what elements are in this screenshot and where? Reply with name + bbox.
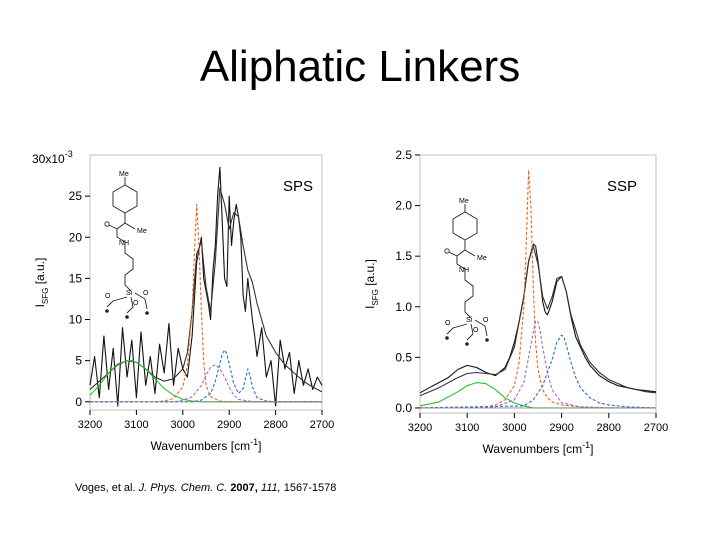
x-axis-label-sup: -1	[250, 437, 258, 447]
x-axis-label-main: Wavenumbers [cm	[151, 439, 251, 453]
x-tick-label: 2900	[217, 419, 241, 431]
methyl2-bond	[124, 222, 136, 230]
series-fit-5	[90, 349, 322, 403]
substrate-atom	[105, 309, 109, 313]
oxy-bond-2	[466, 323, 474, 341]
x-axis-label-sup: -1	[582, 440, 590, 450]
citation-authors: Voges, et al.	[75, 482, 136, 494]
chain-bond	[456, 240, 474, 319]
citation: Voges, et al. J. Phys. Chem. C. 2007, 11…	[75, 482, 336, 494]
y-axis-label: ISFG [a.u.]	[363, 259, 380, 309]
y-tick-label: 0	[75, 395, 82, 409]
x-tick-label: 2700	[310, 419, 334, 431]
silicon-label: Si	[126, 290, 133, 297]
y-axis-label: ISFG [a.u.]	[33, 258, 50, 308]
oxy-bond-1	[446, 323, 468, 335]
series-data-0	[89, 166, 323, 407]
substrate-atom	[145, 311, 149, 315]
citation-journal: J. Phys. Chem. C.	[138, 482, 228, 494]
carbonyl-bond	[448, 251, 458, 257]
y-tick-label: 1.5	[395, 249, 412, 263]
y-tick-label: 20	[69, 230, 83, 244]
series-fit-5	[419, 334, 657, 409]
oxy-bond-1	[106, 296, 128, 308]
y-tick-label: 10	[69, 313, 83, 327]
x-tick-label: 3100	[455, 422, 479, 434]
oxygen-label: O	[445, 320, 451, 327]
oxygen-label: O	[105, 293, 111, 300]
y-multiplier: 30x10-3	[32, 149, 73, 166]
x-tick-label: 3100	[124, 419, 148, 431]
oxygen-label-2: O	[473, 327, 479, 334]
x-tick-label: 2800	[597, 422, 621, 434]
x-axis-label: Wavenumbers [cm-1]	[151, 437, 262, 453]
citation-volume: 111,	[260, 482, 281, 494]
y-axis-label-end: [a.u.]	[33, 258, 47, 288]
y-axis-label-sub: SFG	[41, 288, 50, 304]
y-tick-label: 1.0	[395, 300, 412, 314]
carbonyl-oxygen	[444, 248, 450, 254]
methyl2-label: Me	[477, 255, 487, 262]
x-tick-label: 2700	[644, 422, 668, 434]
amine-label: NH	[459, 267, 469, 274]
x-axis-label-end: ]	[258, 439, 261, 453]
y-tick-label: 0.5	[395, 350, 412, 364]
substrate-atom	[465, 342, 469, 346]
carbonyl-bond	[108, 224, 118, 230]
x-tick-label: 2900	[549, 422, 573, 434]
methyl-label: Me	[119, 171, 129, 178]
y-tick-label: 5	[75, 354, 82, 368]
chain-bond	[116, 213, 134, 292]
x-tick-label: 3200	[408, 422, 432, 434]
y-multiplier-exp: -3	[65, 149, 73, 159]
panel-label: SSP	[607, 178, 637, 195]
x-tick-label: 3000	[502, 422, 526, 434]
amine-label: NH	[119, 240, 129, 247]
oxygen-label-3: O	[483, 317, 489, 324]
ssp-chart: 3200 3100 3000 2900 2800 2700 0.0 0.5 1.0 1.5 2.0 2…	[363, 148, 668, 456]
y-axis-label-sub: SFG	[371, 289, 380, 305]
series-envelope-1	[419, 245, 657, 397]
methyl2-label: Me	[137, 228, 147, 235]
x-axis-label: Wavenumbers [cm-1]	[483, 440, 594, 456]
series-fit-4	[419, 320, 656, 409]
oxygen-label-3: O	[143, 290, 149, 297]
substrate-atom	[485, 338, 489, 342]
substrate-atom	[125, 315, 129, 319]
x-tick-label: 3000	[171, 419, 195, 431]
y-axis-label-main: I	[363, 306, 377, 309]
series-fit-4	[90, 364, 322, 403]
carbonyl-oxygen	[104, 221, 110, 227]
x-axis-label-main: Wavenumbers [cm	[483, 442, 583, 456]
citation-pages: 1567-1578	[283, 482, 337, 494]
slide-title: Aliphatic Linkers	[199, 42, 521, 91]
sps-chart: 3200 3100 3000 2900 2800 2700051015202530x10-…	[32, 149, 334, 453]
plot-frame	[419, 154, 657, 414]
y-axis-label-end: [a.u.]	[363, 259, 377, 289]
x-tick-label: 3200	[78, 419, 102, 431]
series-fit-3	[90, 203, 322, 403]
y-multiplier-base: 30x10	[32, 152, 65, 166]
x-tick-label: 2800	[263, 419, 287, 431]
oxy-bond-3	[474, 319, 488, 337]
series-fit-3	[419, 169, 656, 409]
citation-year: 2007,	[230, 482, 258, 494]
y-tick-label: 2.5	[395, 148, 412, 162]
oxygen-label-2: O	[133, 300, 139, 307]
oxy-bond-2	[126, 296, 134, 314]
y-axis-label-main: I	[33, 304, 47, 307]
y-tick-label: 2.0	[395, 199, 412, 213]
substrate-atom	[445, 336, 449, 340]
x-axis-label-end: ]	[590, 442, 593, 456]
y-tick-label: 15	[69, 271, 83, 285]
panel-label: SPS	[283, 178, 313, 195]
methyl2-bond	[464, 249, 476, 257]
y-tick-label: 25	[69, 189, 83, 203]
y-tick-label: 0.0	[395, 401, 412, 415]
oxy-bond-3	[134, 292, 148, 310]
methyl-label: Me	[459, 198, 469, 205]
silicon-label: Si	[466, 317, 473, 324]
